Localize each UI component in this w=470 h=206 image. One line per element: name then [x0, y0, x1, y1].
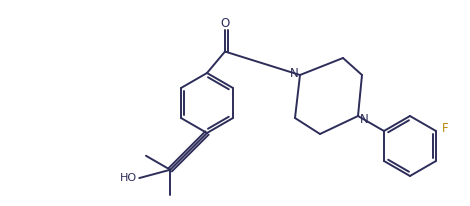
Text: HO: HO	[120, 173, 137, 183]
Text: O: O	[220, 17, 230, 30]
Text: N: N	[360, 112, 368, 125]
Text: N: N	[290, 67, 298, 80]
Text: F: F	[442, 122, 448, 135]
